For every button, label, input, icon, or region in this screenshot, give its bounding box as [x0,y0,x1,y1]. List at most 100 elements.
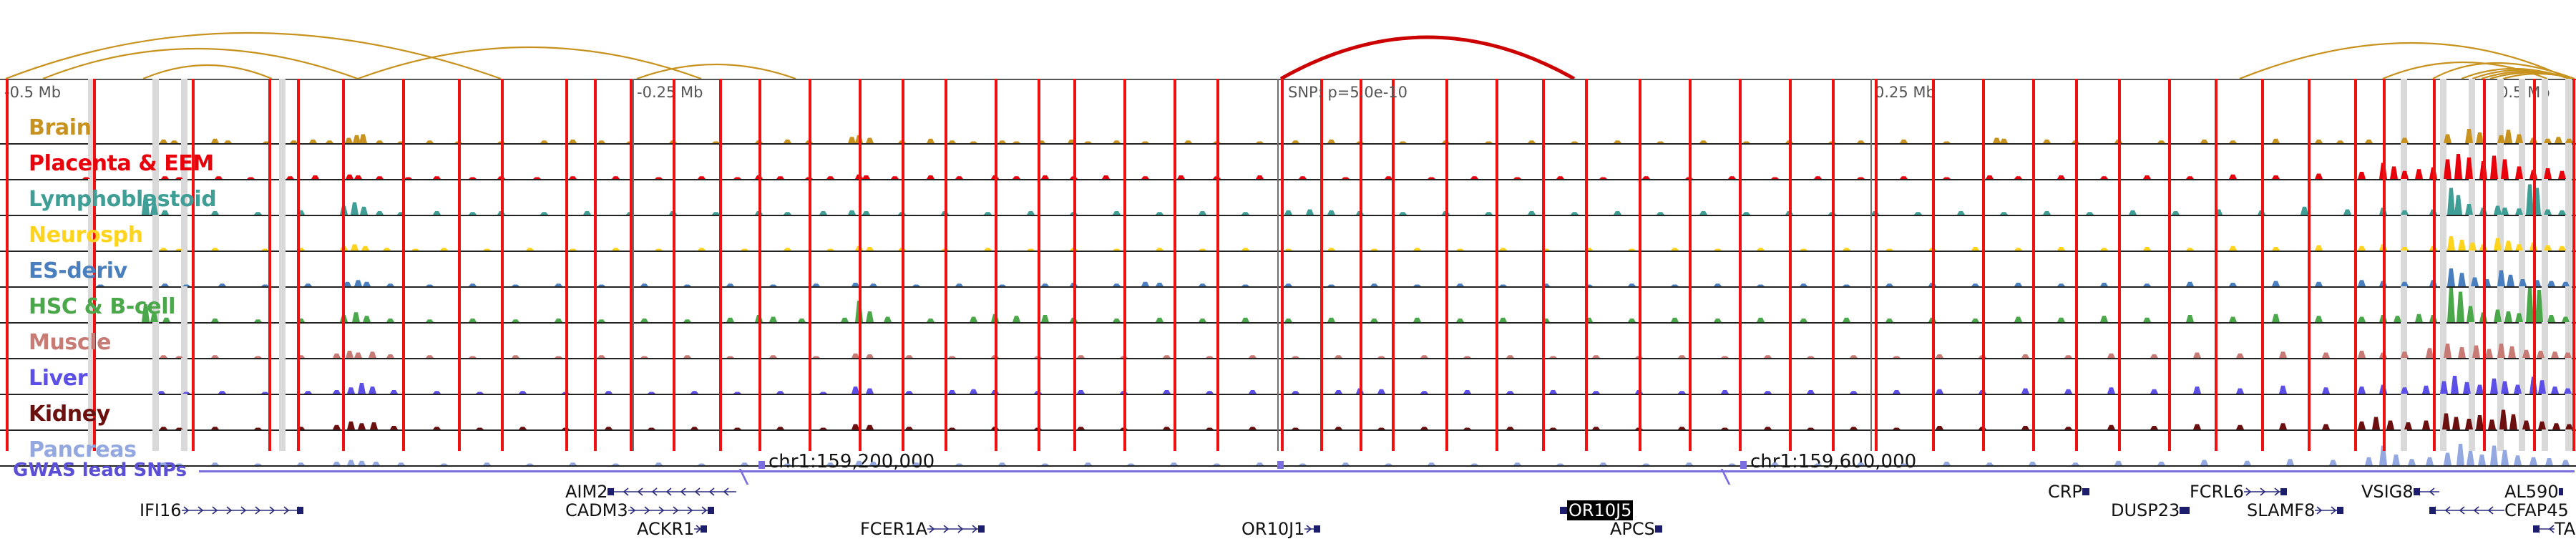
marker-line-red [192,79,195,451]
marker-line-red [1585,79,1588,451]
marker-line-red [458,79,461,451]
marker-line-grey [2440,79,2446,451]
signal-track-neurosph: Neurosph [0,216,2576,252]
marker-line-red [565,79,568,451]
marker-line-red [995,79,997,451]
gene-strand-arrows-icon [2243,487,2287,496]
gene-ifi16[interactable]: IFI16 [140,500,303,520]
signal-track-lymphoblastoid: Lymphoblastoid [0,180,2576,216]
marker-line-grey [2401,79,2407,451]
signal-track-kidney: Kidney [0,395,2576,431]
marker-line-red [2261,79,2264,451]
gene-slamf8[interactable]: SLAMF8 [2247,500,2344,520]
gene-strand-arrows-icon [1654,525,1662,533]
marker-line-red [93,79,96,451]
gene-strand-arrows-icon [2429,506,2504,515]
marker-line-red [758,79,761,451]
gene-label: DUSP23 [2111,500,2180,520]
marker-line-red [2215,79,2218,451]
gene-label: ACKR1 [637,519,695,539]
marker-line-red [2168,79,2171,451]
marker-line-red [2308,79,2311,451]
signal-area-kidney [0,409,2576,429]
track-label-brain: Brain [29,115,92,140]
marker-line-red [1639,79,1641,451]
marker-line-red [859,79,862,451]
gwas-row-label: GWAS lead SNPs [13,460,187,481]
track-label-hsc-bcell: HSC & B-cell [29,294,175,319]
signal-area-brain [0,129,2576,143]
gene-dusp23[interactable]: DUSP23 [2111,500,2190,520]
gene-fcer1a[interactable]: FCER1A [860,518,985,539]
gene-strand-arrows-icon [628,506,714,515]
gwas-lead-snp-tick[interactable] [758,461,765,469]
marker-line-red [1174,79,1176,451]
gene-label: APCS [1610,519,1655,539]
chromatin-loop-arc-panel [0,0,2576,79]
arc-svg [5,31,2575,79]
gene-annotation-panel: AIM2 CRP FCRL6 VSIG8 AL590 IFI16 CADM3 OR10J5 D… [0,481,2576,539]
marker-line-grey [2519,79,2525,451]
marker-line-red [2483,79,2486,451]
marker-line-red [1073,79,1076,451]
signal-area-muscle [0,344,2576,358]
marker-line-red [673,79,675,451]
gene-strand-arrows-icon [1304,525,1321,533]
signal-area-lymphoblastoid [0,184,2576,215]
marker-line-red [1360,79,1362,451]
marker-line-dark [1870,79,1872,451]
marker-line-red [1496,79,1498,451]
marker-line-red [2354,79,2357,451]
gene-ackr1[interactable]: ACKR1 [637,518,708,539]
gene-ta[interactable]: TA [2533,518,2575,539]
gene-label: OR10J1 [1241,519,1305,539]
gene-label: AIM2 [565,482,608,502]
gene-cfap45[interactable]: CFAP45 [2429,500,2569,520]
marker-line-red [2533,79,2536,451]
marker-line-red [2118,79,2121,451]
gene-strand-arrows-icon [608,487,737,496]
track-label-muscle: Muscle [29,330,112,355]
track-label-placenta-eem: Placenta & EEM [29,151,214,176]
gene-label: FCRL6 [2190,482,2244,502]
signal-area-hsc-bcell [0,288,2576,322]
gwas-lead-snp-tick[interactable] [1740,461,1747,469]
signal-area-placenta-eem [0,154,2576,179]
gene-strand-arrows-icon [2315,506,2344,515]
marker-line-red [809,79,811,451]
gene-or10j1[interactable]: OR10J1 [1241,518,1321,539]
gene-crp[interactable]: CRP [2048,481,2089,502]
marker-line-red [594,79,597,451]
gene-aim2[interactable]: AIM2 [565,481,737,502]
marker-line-red [2572,79,2575,451]
gene-label: VSIG8 [2361,482,2414,502]
gene-strand-arrows-icon [1560,507,1567,514]
marker-line-red [1445,79,1448,451]
marker-line-red [1038,79,1040,451]
marker-line-red [1832,79,1835,451]
gene-vsig8[interactable]: VSIG8 [2361,481,2439,502]
gwas-lead-snp-tick[interactable] [1277,461,1284,469]
gene-fcrl6[interactable]: FCRL6 [2190,481,2287,502]
gwas-baseline [199,470,2575,472]
track-label-es-deriv: ES-deriv [29,258,127,283]
axis-label-plus-0-25mb: 0.25 Mb [1875,84,1936,101]
gene-label: AL590 [2504,482,2559,502]
gene-or10j5[interactable]: OR10J5 [1560,500,1634,520]
gene-label: CRP [2048,482,2082,502]
marker-line-grey [88,79,94,451]
gene-cadm3[interactable]: CADM3 [565,500,714,520]
gene-strand-arrows-icon [181,506,303,515]
signal-track-placenta-eem: Placenta & EEM [0,145,2576,180]
gene-apcs[interactable]: APCS [1610,518,1662,539]
gene-al590[interactable]: AL590 [2504,481,2563,502]
marker-line-red [342,79,345,451]
snp-pvalue-annotation: SNP: p=5.0e-10 [1288,84,1407,101]
marker-line-red [1123,79,1126,451]
marker-line-red [1875,79,1878,451]
marker-line-red [6,79,9,451]
marker-line-grey [2565,79,2572,451]
signal-area-liver [0,376,2576,394]
signal-area-pancreas [0,444,2576,465]
